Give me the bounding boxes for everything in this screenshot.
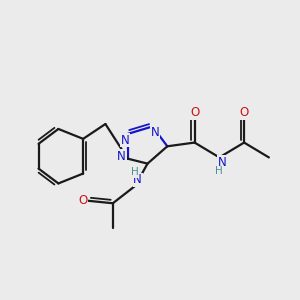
Text: N: N bbox=[151, 126, 159, 139]
Text: H: H bbox=[131, 167, 139, 177]
Text: N: N bbox=[133, 173, 142, 186]
Text: H: H bbox=[215, 166, 223, 176]
Text: N: N bbox=[218, 156, 226, 169]
Text: O: O bbox=[239, 106, 249, 119]
Text: N: N bbox=[121, 134, 130, 147]
Text: N: N bbox=[117, 150, 126, 163]
Text: O: O bbox=[190, 106, 199, 119]
Text: O: O bbox=[79, 194, 88, 207]
